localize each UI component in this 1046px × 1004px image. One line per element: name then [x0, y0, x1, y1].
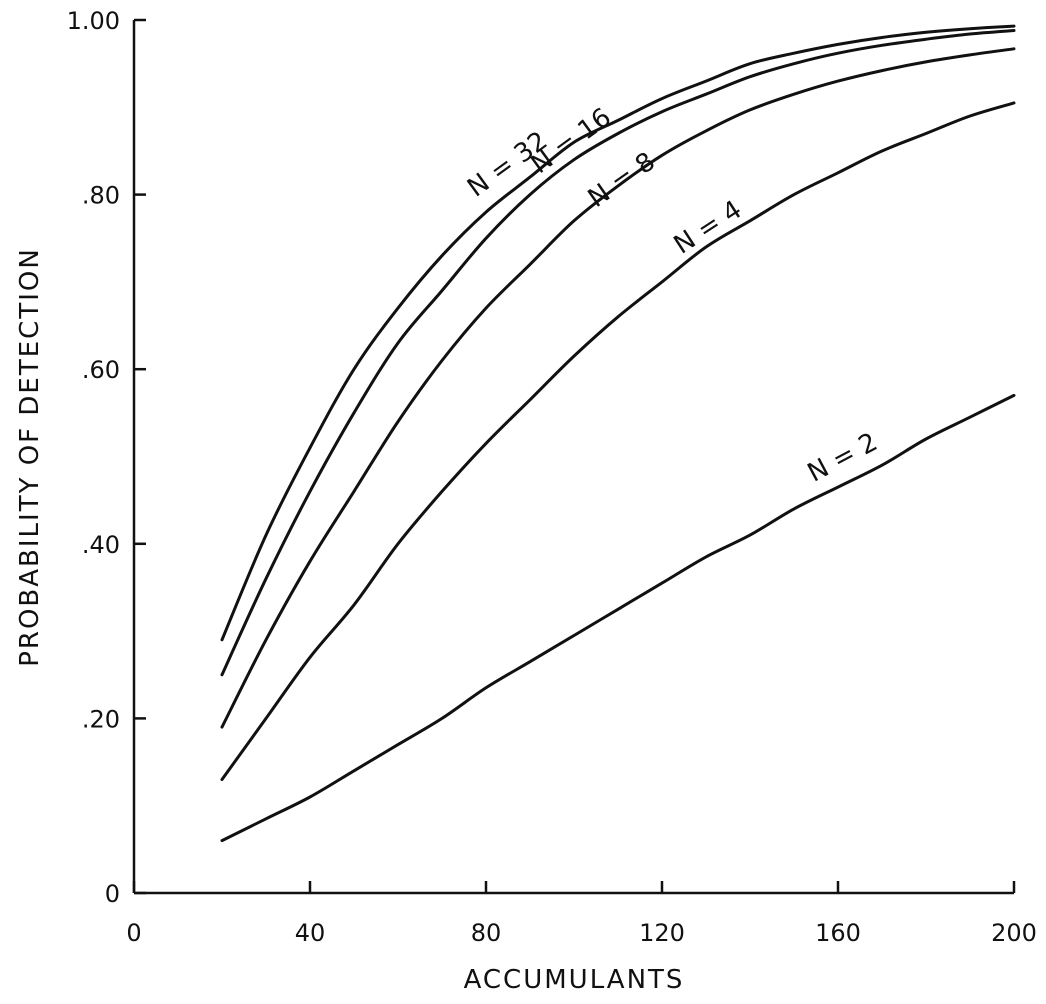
y-tick-label: .20 — [82, 705, 120, 733]
x-tick-label: 0 — [126, 919, 141, 947]
series-label: N = 4 — [669, 195, 748, 261]
y-axis-title: PROBABILITY OF DETECTION — [15, 247, 45, 667]
y-tick-label: .80 — [82, 182, 120, 210]
x-axis-title: ACCUMULANTS — [464, 965, 685, 995]
series-line-n-16 — [220, 29, 1016, 677]
series-line-n-32 — [220, 24, 1016, 642]
y-tick-label: .40 — [82, 531, 120, 559]
series-line-n-2 — [220, 393, 1016, 843]
axes — [132, 20, 1014, 895]
series-labels: N = 32N = 16N = 8N = 4N = 2 — [462, 102, 882, 488]
y-tick-label: .60 — [82, 356, 120, 384]
x-tick-label: 40 — [295, 919, 326, 947]
x-tick-label: 80 — [471, 919, 502, 947]
ticks: 0 40 80 120 160 200 0 .20 .40 .60 .80 1.00 — [67, 7, 1037, 947]
y-tick-label: 1.00 — [67, 7, 120, 35]
series-lines — [220, 24, 1016, 843]
x-tick-label: 200 — [991, 919, 1037, 947]
series-label: N = 2 — [803, 427, 883, 488]
series-line-n-8 — [220, 47, 1016, 729]
x-tick-label: 120 — [639, 919, 685, 947]
series-label: N = 8 — [583, 147, 661, 214]
series-line-n-4 — [220, 101, 1016, 781]
y-tick-label: 0 — [105, 880, 120, 908]
x-tick-label: 160 — [815, 919, 861, 947]
